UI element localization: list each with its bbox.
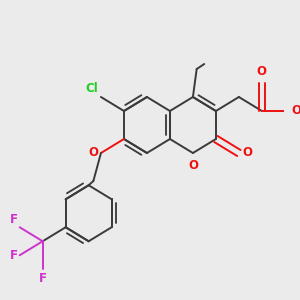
Text: Cl: Cl <box>85 82 98 95</box>
Text: O: O <box>188 159 198 172</box>
Text: O: O <box>243 146 253 160</box>
Text: O: O <box>88 146 98 160</box>
Text: O: O <box>291 104 300 118</box>
Text: O: O <box>257 65 267 78</box>
Text: F: F <box>39 272 47 285</box>
Text: F: F <box>10 213 18 226</box>
Text: F: F <box>10 249 18 262</box>
